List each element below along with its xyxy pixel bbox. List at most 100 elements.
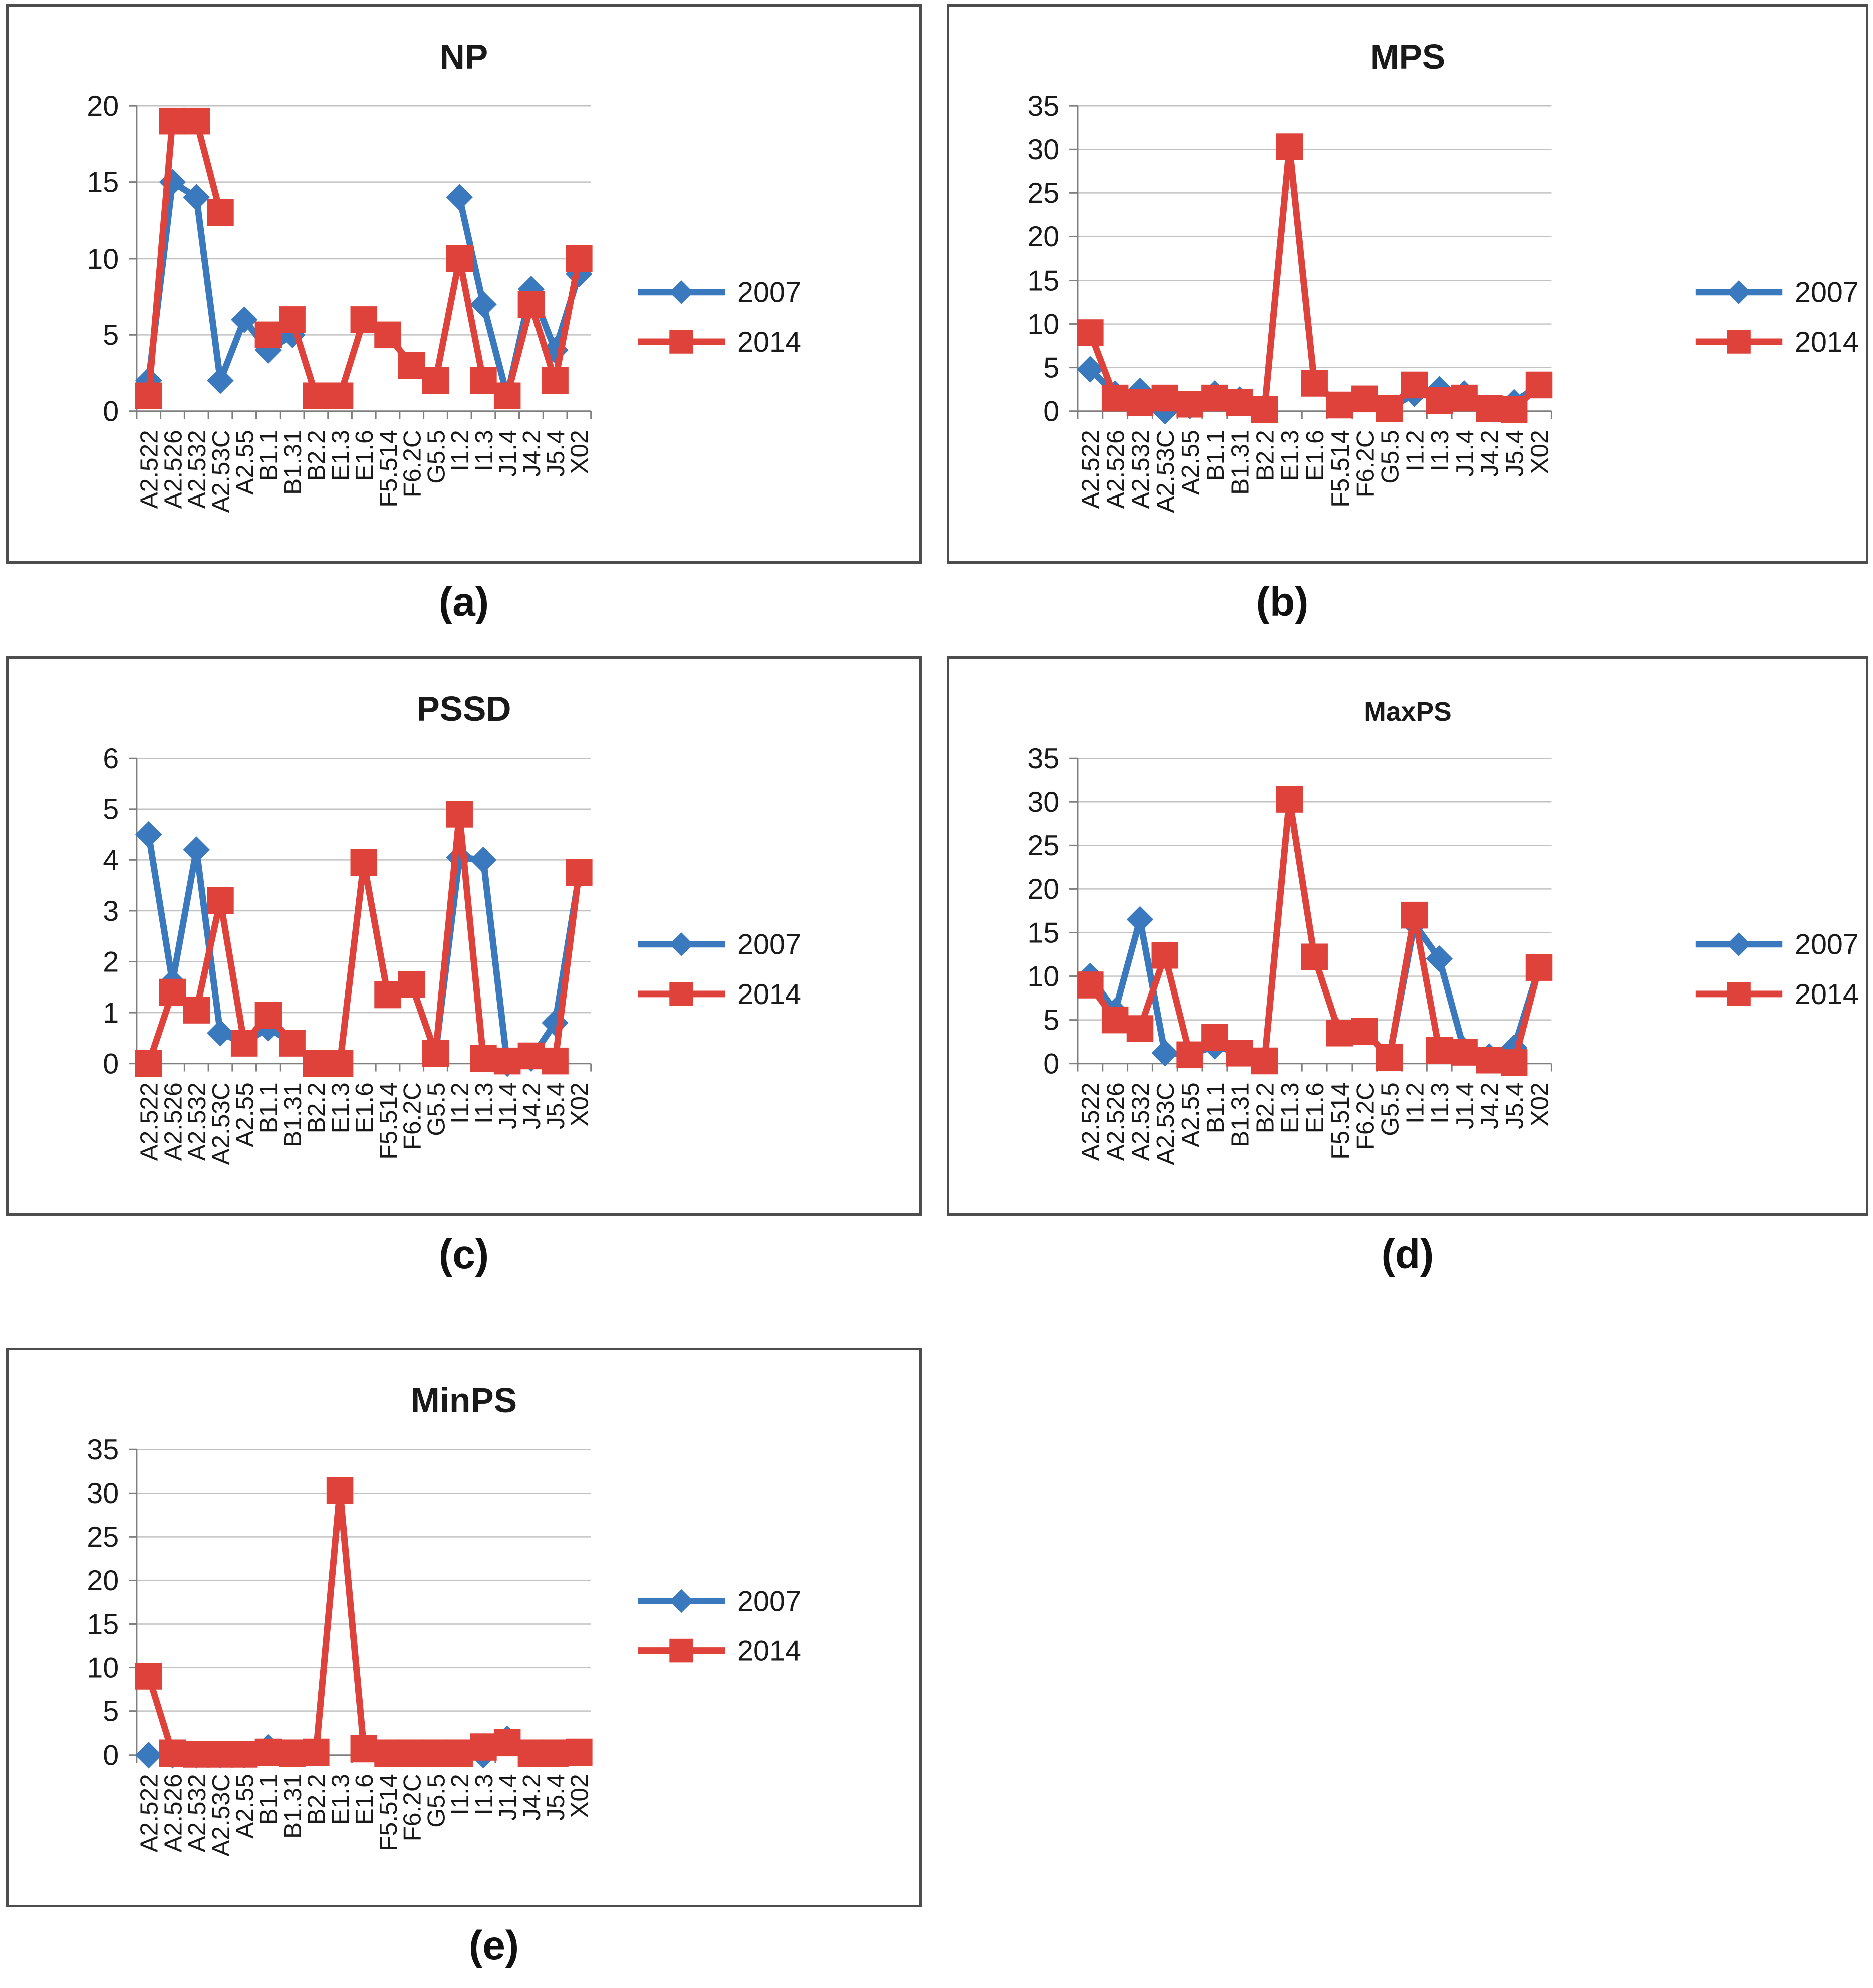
legend-square-icon	[1727, 982, 1751, 1006]
y-axis-tick-label: 0	[103, 1740, 119, 1772]
y-axis-tick-label: 15	[1027, 265, 1059, 297]
series-2014-marker	[159, 978, 186, 1006]
series-2014-marker	[230, 1741, 258, 1768]
series-2007-marker	[470, 846, 497, 874]
x-axis-category-label: E1.6	[350, 1774, 378, 1825]
y-axis-tick-label: 3	[103, 895, 119, 927]
x-axis-category-label: A2.532	[183, 430, 211, 509]
series-2014-marker	[303, 382, 330, 409]
series-2014-marker	[1426, 387, 1453, 414]
y-axis-tick-label: 35	[1027, 742, 1059, 775]
series-2014-marker	[135, 382, 162, 409]
x-axis-category-label: E1.3	[1276, 430, 1304, 481]
y-axis-tick-label: 0	[1043, 1048, 1059, 1080]
series-2007-marker	[470, 291, 497, 318]
x-axis-category-label: B1.31	[1226, 1082, 1254, 1147]
chart-title: MaxPS	[1364, 697, 1451, 727]
series-2007-marker	[1077, 356, 1104, 383]
series-2007-marker	[446, 844, 473, 871]
y-axis-tick-label: 2	[103, 946, 119, 978]
x-axis-category-label: J5.4	[542, 1082, 570, 1129]
chart-title: MinPS	[411, 1381, 517, 1420]
series-2014-marker	[542, 367, 569, 394]
series-2014-marker	[1401, 901, 1428, 929]
caption-a: (a)	[438, 579, 489, 625]
series-2014-marker	[207, 199, 234, 226]
series-2014-marker	[1251, 396, 1278, 423]
y-axis-tick-label: 10	[1027, 960, 1059, 992]
series-2014-marker	[470, 367, 497, 394]
legend-diamond-icon	[669, 932, 693, 956]
series-2014-marker	[1126, 1015, 1154, 1042]
series-2014-marker	[303, 1738, 330, 1766]
series-2014-marker	[1376, 1044, 1403, 1071]
series-2014-marker	[1326, 1019, 1353, 1047]
legend-square-icon	[669, 330, 693, 354]
y-axis-tick-label: 20	[1027, 221, 1059, 253]
series-2014-marker	[350, 306, 378, 333]
series-2014-marker	[1426, 1037, 1453, 1064]
x-axis-category-label: J1.4	[494, 430, 522, 477]
series-2007-marker	[135, 1741, 162, 1769]
x-axis-category-label: J4.2	[1476, 430, 1504, 477]
x-axis-category-label: B1.1	[1201, 430, 1229, 481]
x-axis-category-label: A2.532	[1126, 430, 1154, 509]
series-2014-marker	[1476, 1046, 1503, 1074]
chart-np: NP 0 5 10 15 20 A2.522 A2.526 A2.532 A2.53C A2.55 B…	[6, 4, 922, 564]
x-axis-category-label: A2.53C	[1151, 430, 1179, 513]
x-axis-category-label: E1.6	[350, 1082, 378, 1133]
series-2014-marker	[1201, 384, 1228, 412]
y-axis-tick-label: 0	[103, 1048, 119, 1080]
x-axis-category-label: B1.1	[254, 1082, 283, 1133]
series-2014-marker	[1525, 371, 1553, 399]
x-axis-category-label: X02	[1525, 1082, 1553, 1126]
x-axis-category-label: B1.31	[279, 1774, 307, 1838]
x-axis-category-label: J5.4	[1501, 1082, 1529, 1129]
x-axis-category-label: A2.522	[135, 430, 163, 509]
series-2014-marker	[159, 107, 186, 135]
legend-2014-label: 2014	[737, 326, 801, 358]
series-2014-marker	[1151, 942, 1179, 969]
series-2014-marker	[422, 367, 449, 394]
x-axis-category-label: I1.2	[446, 1082, 474, 1124]
figure-panel-e: MinPS 0 5 10 15 20 25 30 35 A2.522 A2.526 A2.532 A2.…	[6, 1348, 922, 1969]
x-axis-category-label: J1.4	[494, 1774, 522, 1821]
series-2007-marker	[1426, 945, 1453, 972]
series-2014-marker	[446, 245, 473, 272]
series-2014-marker	[493, 1729, 521, 1757]
x-axis-category-label: J1.4	[1451, 1082, 1479, 1129]
x-axis-category-label: I1.3	[470, 430, 498, 471]
x-axis-category-label: A2.532	[183, 1774, 211, 1852]
series-2007-line	[1087, 796, 1542, 1064]
x-axis-category-label: F6.2C	[1351, 1082, 1379, 1150]
chart-minps: MinPS 0 5 10 15 20 25 30 35 A2.522 A2.526 A2.532 A2.…	[6, 1348, 922, 1907]
figure-panel-c: PSSD 0 1 2 3 4 5 6 A2.522 A2.526 A2.532 A2.53C A2.55…	[6, 656, 922, 1278]
x-axis-category-label: B2.2	[303, 1774, 331, 1825]
y-axis-tick-label: 6	[103, 742, 119, 775]
series-2014-marker	[350, 1735, 378, 1763]
x-axis-category-label: A2.55	[1176, 430, 1204, 494]
series-2014-marker	[446, 1740, 473, 1767]
x-axis-category-label: I1.2	[1401, 1082, 1429, 1124]
chart-title: NP	[440, 37, 488, 76]
x-axis-category-label: A2.522	[135, 1774, 163, 1852]
series-2014-marker	[374, 321, 401, 349]
series-2014-marker	[159, 1740, 186, 1767]
x-axis-category-label: I1.2	[1401, 430, 1429, 471]
x-axis-category-label: I1.2	[446, 1774, 474, 1815]
y-axis-tick-label: 30	[1027, 134, 1059, 166]
chart-title: MPS	[1370, 37, 1445, 76]
x-axis-category-label: B1.1	[254, 1774, 283, 1825]
x-axis-category-label: F6.2C	[1351, 430, 1379, 498]
legend-2014-label: 2014	[737, 1635, 801, 1667]
series-2014-marker	[1077, 319, 1104, 346]
y-axis-tick-label: 10	[1027, 308, 1059, 340]
x-axis-category-label: F5.514	[374, 1082, 402, 1159]
y-axis-tick-label: 25	[1027, 177, 1059, 209]
chart-maxps: MaxPS 0 5 10 15 20 25 30 35 A2.522 A2.526 A2.532 A2.…	[947, 656, 1868, 1216]
x-axis-category-label: A2.526	[159, 430, 187, 509]
y-axis-tick-label: 25	[87, 1521, 119, 1553]
series-2014-marker	[1351, 1018, 1378, 1045]
x-axis-category-label: A2.55	[231, 430, 259, 494]
x-axis-category-label: A2.53C	[1151, 1082, 1179, 1165]
